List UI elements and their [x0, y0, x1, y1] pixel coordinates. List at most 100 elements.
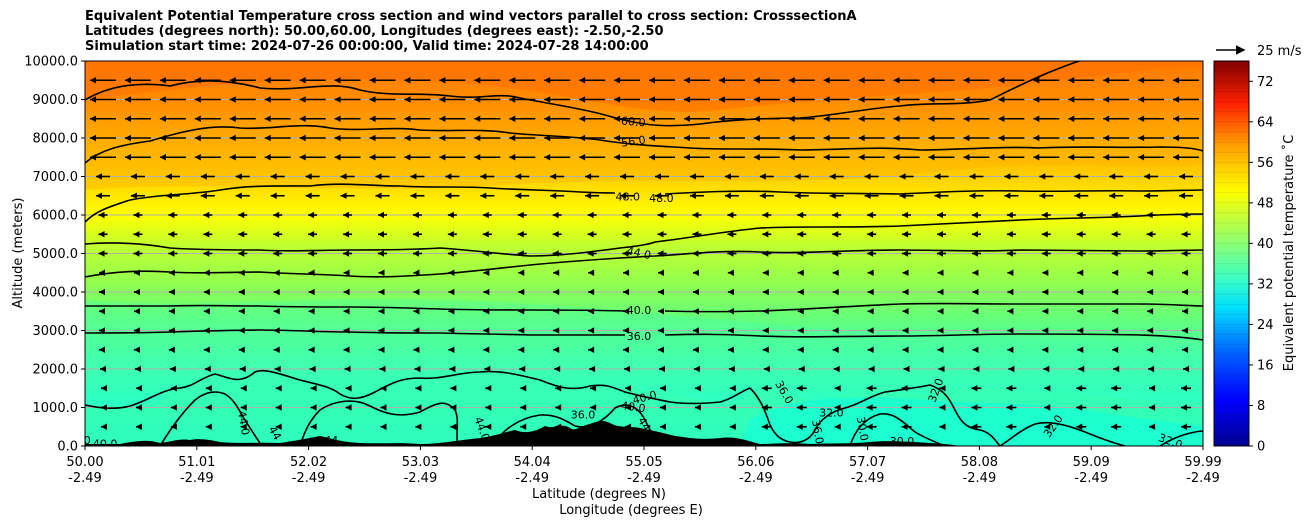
wind-vector-head [868, 365, 875, 373]
wind-vector [692, 231, 702, 238]
wind-vector [205, 385, 212, 392]
wind-vector-head [273, 346, 280, 353]
wind-vector [692, 211, 702, 219]
wind-vector-head [483, 288, 490, 296]
wind-vector-head [832, 211, 839, 219]
wind-vector-head [1033, 154, 1040, 161]
wind-vector-head [552, 250, 559, 257]
wind-vector [724, 192, 739, 199]
y-tick-label: 8000.0 [33, 132, 79, 147]
wind-vector [413, 308, 420, 315]
wind-vector-head [1112, 327, 1119, 334]
wind-vector [480, 173, 495, 180]
wind-vector-head [203, 288, 210, 296]
wind-vector-head [299, 134, 306, 142]
y-tick-label: 2000.0 [33, 363, 79, 378]
wind-vector-head [587, 211, 594, 219]
wind-vector-head [902, 250, 909, 257]
wind-vector [727, 308, 734, 315]
wind-vector-head [759, 173, 766, 180]
wind-vector-head [683, 115, 690, 122]
wind-vector [893, 134, 920, 142]
wind-vector-head [555, 385, 562, 392]
wind-vector-head [1182, 269, 1189, 276]
wind-vector-head [655, 192, 661, 199]
wind-vector-head [718, 154, 725, 161]
wind-vector-head [1138, 96, 1145, 103]
wind-vector-head [623, 346, 630, 353]
wind-vector [345, 404, 352, 411]
wind-vector [555, 385, 562, 392]
wind-vector [412, 250, 422, 257]
wind-vector-head [579, 77, 586, 84]
wind-vector [343, 346, 350, 353]
wind-vector-head [692, 211, 699, 219]
wind-vector [1147, 346, 1154, 353]
wind-vector [589, 365, 596, 373]
wind-vector [413, 327, 420, 334]
wind-vector [135, 385, 142, 392]
wind-vector-head [515, 173, 522, 180]
wind-vector-head [588, 269, 595, 276]
wind-vector-head [100, 365, 106, 373]
wind-vector-head [273, 250, 280, 257]
wind-vector [693, 365, 700, 373]
wind-vector-head [692, 269, 699, 276]
wind-vector-head [1146, 250, 1153, 257]
wind-vector-head [762, 269, 769, 276]
wind-vector [375, 173, 390, 180]
wind-vector-head [275, 404, 282, 411]
wind-vector [622, 211, 632, 219]
contour-label: 30.0 [890, 435, 915, 448]
wind-vector [1068, 134, 1095, 142]
wind-vector [718, 77, 745, 84]
wind-vector [901, 385, 912, 392]
wind-vector-head [544, 154, 551, 161]
wind-vector-head [517, 211, 524, 219]
wind-vector-head [483, 327, 490, 334]
wind-vector-head [832, 250, 839, 257]
wind-vector [729, 385, 736, 392]
wind-vector-head [170, 423, 177, 430]
wind-vector [378, 250, 387, 257]
wind-vector [623, 308, 630, 315]
wind-vector [550, 192, 565, 199]
wind-vector [832, 308, 839, 315]
wind-vector-head [893, 96, 900, 103]
wind-vector-head [412, 231, 419, 238]
wind-vector-head [902, 288, 909, 296]
wind-vector [588, 346, 595, 353]
wind-vector [485, 385, 492, 392]
wind-vector [1077, 288, 1084, 296]
wind-vector [343, 269, 350, 276]
wind-vector-head [829, 173, 836, 180]
wind-vector-head [133, 288, 140, 296]
wind-vector [264, 154, 291, 161]
wind-vector [413, 269, 420, 276]
wind-vector-head [998, 96, 1005, 103]
wind-vector [587, 250, 597, 257]
wind-vector-head [1181, 423, 1188, 430]
wind-vector [658, 288, 664, 296]
wind-vector [858, 134, 885, 142]
wind-vector-head [1007, 308, 1014, 315]
wind-vector-head [90, 134, 96, 142]
wind-vector [344, 365, 351, 373]
wind-vector-head [273, 308, 280, 315]
wind-vector [1109, 173, 1124, 180]
wind-vector [864, 192, 879, 199]
wind-vector-head [203, 250, 210, 257]
wind-vector [517, 250, 527, 257]
wind-vector-head [694, 385, 701, 392]
wind-vector-head [99, 269, 105, 276]
wind-vector-head [340, 173, 347, 180]
wind-vector-head [520, 404, 527, 411]
wind-vector-head [343, 269, 350, 276]
wind-vector-head [380, 404, 387, 411]
wind-vector [404, 96, 431, 103]
wind-vector [864, 173, 879, 180]
wind-vector [273, 308, 280, 315]
wind-vector-head [554, 365, 561, 373]
wind-vector [753, 134, 780, 142]
wind-vector [867, 250, 877, 257]
